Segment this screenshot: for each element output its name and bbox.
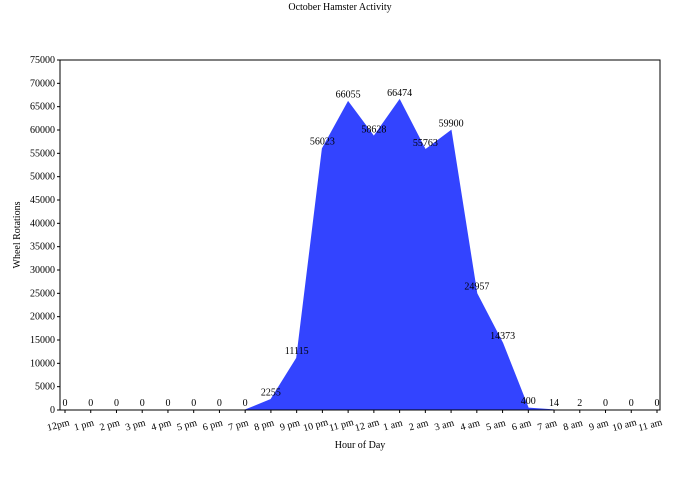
- y-axis-label: Wheel Rotations: [12, 201, 23, 268]
- data-label: 56023: [310, 137, 335, 148]
- chart-title: October Hamster Activity: [288, 2, 391, 13]
- x-tick-label: 9 am: [588, 418, 610, 434]
- y-tick-label: 50000: [30, 172, 55, 183]
- data-label: 0: [191, 398, 196, 409]
- x-tick-label: 3 pm: [124, 418, 147, 434]
- x-tick-label: 5 pm: [176, 418, 199, 434]
- data-label: 11115: [285, 346, 309, 357]
- y-tick-label: 70000: [30, 78, 55, 89]
- y-tick-label: 60000: [30, 125, 55, 136]
- x-tick-label: 10 pm: [302, 417, 329, 434]
- y-tick-label: 40000: [30, 218, 55, 229]
- data-label: 0: [140, 398, 145, 409]
- y-tick-label: 5000: [35, 382, 55, 393]
- data-label: 24957: [464, 282, 489, 293]
- x-tick-label: 9 pm: [279, 418, 302, 434]
- x-tick-label: 7 am: [536, 418, 558, 434]
- data-label: 400: [521, 396, 536, 407]
- y-tick-label: 10000: [30, 358, 55, 369]
- x-tick-label: 4 am: [459, 418, 481, 434]
- data-label: 2: [577, 398, 582, 409]
- data-label: 0: [63, 398, 68, 409]
- data-label: 2255: [261, 387, 281, 398]
- data-label: 59900: [439, 118, 464, 129]
- x-tick-label: 2 pm: [99, 418, 122, 434]
- y-tick-label: 20000: [30, 312, 55, 323]
- data-label: 14373: [490, 331, 515, 342]
- x-tick-label: 11 pm: [328, 417, 355, 434]
- x-tick-label: 4 pm: [150, 418, 173, 434]
- data-label: 0: [88, 398, 93, 409]
- x-tick-label: 3 am: [433, 418, 455, 434]
- data-label: 0: [655, 398, 660, 409]
- x-tick-label: 6 pm: [202, 418, 225, 434]
- data-label: 66055: [336, 90, 361, 101]
- x-tick-label: 2 am: [408, 418, 430, 434]
- x-tick-label: 5 am: [485, 418, 507, 434]
- x-tick-label: 7 pm: [227, 418, 250, 434]
- x-tick-label: 6 am: [511, 418, 533, 434]
- data-label: 0: [165, 398, 170, 409]
- y-tick-label: 25000: [30, 288, 55, 299]
- y-tick-label: 75000: [30, 55, 55, 66]
- plot-frame: [59, 59, 661, 411]
- y-tick-label: 30000: [30, 265, 55, 276]
- data-label: 0: [243, 398, 248, 409]
- data-label: 66474: [387, 88, 412, 99]
- x-tick-label: 1 am: [382, 418, 404, 434]
- data-label: 0: [629, 398, 634, 409]
- y-tick-label: 55000: [30, 148, 55, 159]
- data-label: 14: [549, 398, 559, 409]
- y-tick-label: 65000: [30, 102, 55, 113]
- y-tick-label: 45000: [30, 195, 55, 206]
- x-axis-label: Hour of Day: [335, 440, 386, 451]
- area: [65, 98, 657, 411]
- data-label: 55763: [413, 138, 438, 149]
- x-tick-label: 12 am: [354, 417, 381, 434]
- data-label: 58628: [361, 124, 386, 135]
- x-tick-label: 12pm: [46, 417, 71, 434]
- data-label: 0: [114, 398, 119, 409]
- data-label: 0: [603, 398, 608, 409]
- y-tick-label: 35000: [30, 242, 55, 253]
- y-tick-label: 15000: [30, 335, 55, 346]
- y-tick-label: 0: [50, 405, 55, 416]
- x-tick-label: 1 pm: [73, 418, 96, 434]
- x-tick-label: 8 pm: [253, 418, 276, 434]
- x-tick-label: 8 am: [562, 418, 584, 434]
- x-tick-label: 11 am: [637, 417, 664, 434]
- data-label: 0: [217, 398, 222, 409]
- x-tick-label: 10 am: [611, 417, 638, 434]
